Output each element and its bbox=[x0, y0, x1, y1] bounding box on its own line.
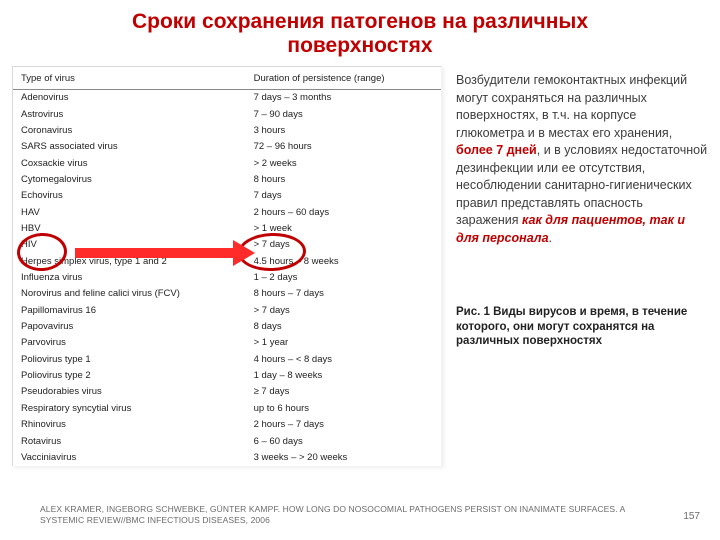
table-row: Coronavirus3 hours bbox=[13, 123, 441, 139]
cell-virus-type: Respiratory syncytial virus bbox=[13, 401, 246, 417]
right-column: Возбудители гемоконтактных инфекций могу… bbox=[456, 66, 708, 466]
cell-duration: 3 weeks – > 20 weeks bbox=[246, 450, 441, 466]
table-row: Astrovirus7 – 90 days bbox=[13, 107, 441, 123]
cell-duration: 72 – 96 hours bbox=[246, 139, 441, 155]
cell-virus-type: Coxsackie virus bbox=[13, 156, 246, 172]
cell-duration: up to 6 hours bbox=[246, 401, 441, 417]
table-row: HAV2 hours – 60 days bbox=[13, 205, 441, 221]
cell-virus-type: Parvovirus bbox=[13, 335, 246, 351]
cell-duration: 8 hours bbox=[246, 172, 441, 188]
cell-duration: 1 day – 8 weeks bbox=[246, 368, 441, 384]
page-number: 157 bbox=[683, 511, 700, 522]
cell-virus-type: Pseudorabies virus bbox=[13, 384, 246, 400]
citation-text: ALEX KRAMER, INGEBORG SCHWEBKE, GÜNTER K… bbox=[40, 504, 660, 526]
cell-duration: ≥ 7 days bbox=[246, 384, 441, 400]
cell-virus-type: HIV bbox=[13, 237, 246, 253]
cell-duration: 2 hours – 7 days bbox=[246, 417, 441, 433]
table-row: Pseudorabies virus≥ 7 days bbox=[13, 384, 441, 400]
col-header-type: Type of virus bbox=[13, 67, 246, 90]
table-row: Poliovirus type 21 day – 8 weeks bbox=[13, 368, 441, 384]
cell-duration: > 1 year bbox=[246, 335, 441, 351]
cell-duration: > 2 weeks bbox=[246, 156, 441, 172]
table-row: Papillomavirus 16> 7 days bbox=[13, 303, 441, 319]
cell-virus-type: Rotavirus bbox=[13, 434, 246, 450]
table-row: SARS associated virus72 – 96 hours bbox=[13, 139, 441, 155]
cell-virus-type: Poliovirus type 1 bbox=[13, 352, 246, 368]
cell-duration: 3 hours bbox=[246, 123, 441, 139]
virus-table: Type of virus Duration of persistence (r… bbox=[13, 67, 441, 466]
table-row: Adenovirus7 days – 3 months bbox=[13, 90, 441, 107]
cell-virus-type: Coronavirus bbox=[13, 123, 246, 139]
table-row: Norovirus and feline calici virus (FCV)8… bbox=[13, 286, 441, 302]
cell-duration: > 7 days bbox=[246, 237, 441, 253]
body-text-1: Возбудители гемоконтактных инфекций могу… bbox=[456, 73, 687, 140]
cell-duration: 4.5 hours – 8 weeks bbox=[246, 254, 441, 270]
cell-virus-type: Vacciniavirus bbox=[13, 450, 246, 466]
table-row: HBV> 1 week bbox=[13, 221, 441, 237]
figure-caption: Рис. 1 Виды вирусов и время, в течение к… bbox=[456, 305, 708, 348]
cell-virus-type: Norovirus and feline calici virus (FCV) bbox=[13, 286, 246, 302]
table-row: Herpes simplex virus, type 1 and 24.5 ho… bbox=[13, 254, 441, 270]
cell-virus-type: Cytomegalovirus bbox=[13, 172, 246, 188]
cell-virus-type: Papovavirus bbox=[13, 319, 246, 335]
table-row: Papovavirus8 days bbox=[13, 319, 441, 335]
cell-duration: 7 days – 3 months bbox=[246, 90, 441, 107]
page-title: Сроки сохранения патогенов на различных … bbox=[0, 0, 720, 66]
cell-duration: 1 – 2 days bbox=[246, 270, 441, 286]
table-row: Influenza virus1 – 2 days bbox=[13, 270, 441, 286]
table-row: Echovirus7 days bbox=[13, 188, 441, 204]
table-row: Cytomegalovirus8 hours bbox=[13, 172, 441, 188]
cell-virus-type: Papillomavirus 16 bbox=[13, 303, 246, 319]
cell-virus-type: HBV bbox=[13, 221, 246, 237]
cell-virus-type: Herpes simplex virus, type 1 and 2 bbox=[13, 254, 246, 270]
cell-virus-type: HAV bbox=[13, 205, 246, 221]
cell-virus-type: Rhinovirus bbox=[13, 417, 246, 433]
emphasis-duration: более 7 дней bbox=[456, 143, 537, 157]
cell-duration: > 7 days bbox=[246, 303, 441, 319]
cell-duration: 8 days bbox=[246, 319, 441, 335]
table-row: Rhinovirus2 hours – 7 days bbox=[13, 417, 441, 433]
cell-duration: > 1 week bbox=[246, 221, 441, 237]
content-area: Type of virus Duration of persistence (r… bbox=[0, 66, 720, 466]
cell-virus-type: Poliovirus type 2 bbox=[13, 368, 246, 384]
cell-duration: 8 hours – 7 days bbox=[246, 286, 441, 302]
virus-table-wrap: Type of virus Duration of persistence (r… bbox=[12, 66, 442, 466]
cell-virus-type: Influenza virus bbox=[13, 270, 246, 286]
table-row: Coxsackie virus> 2 weeks bbox=[13, 156, 441, 172]
cell-duration: 4 hours – < 8 days bbox=[246, 352, 441, 368]
col-header-duration: Duration of persistence (range) bbox=[246, 67, 441, 90]
cell-duration: 2 hours – 60 days bbox=[246, 205, 441, 221]
cell-duration: 7 days bbox=[246, 188, 441, 204]
body-paragraph: Возбудители гемоконтактных инфекций могу… bbox=[456, 72, 708, 247]
table-row: Respiratory syncytial virusup to 6 hours bbox=[13, 401, 441, 417]
cell-virus-type: SARS associated virus bbox=[13, 139, 246, 155]
table-row: Rotavirus6 – 60 days bbox=[13, 434, 441, 450]
cell-virus-type: Astrovirus bbox=[13, 107, 246, 123]
body-text-3: . bbox=[549, 231, 552, 245]
cell-duration: 6 – 60 days bbox=[246, 434, 441, 450]
table-row: Poliovirus type 14 hours – < 8 days bbox=[13, 352, 441, 368]
cell-duration: 7 – 90 days bbox=[246, 107, 441, 123]
table-row: HIV> 7 days bbox=[13, 237, 441, 253]
table-row: Parvovirus> 1 year bbox=[13, 335, 441, 351]
table-row: Vacciniavirus3 weeks – > 20 weeks bbox=[13, 450, 441, 466]
cell-virus-type: Adenovirus bbox=[13, 90, 246, 107]
cell-virus-type: Echovirus bbox=[13, 188, 246, 204]
